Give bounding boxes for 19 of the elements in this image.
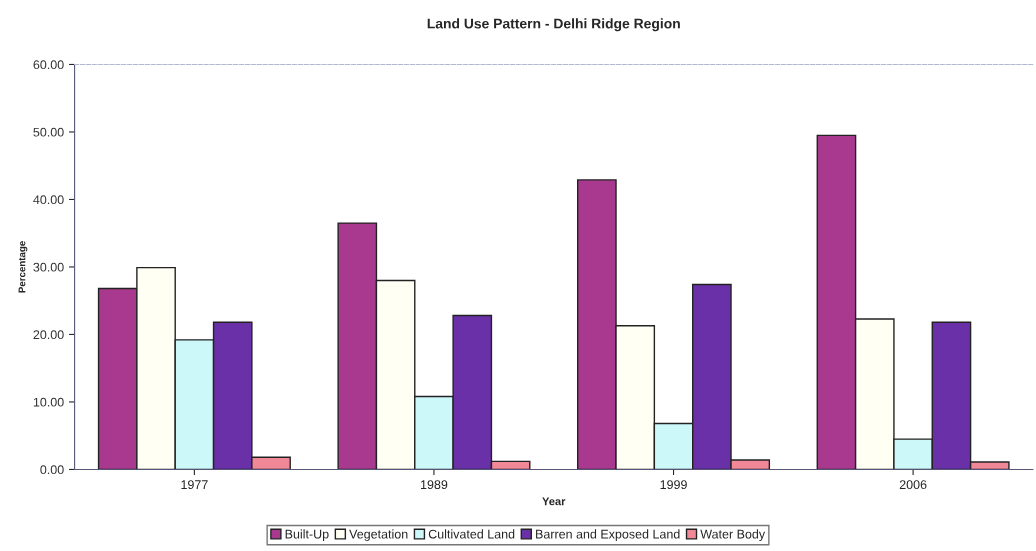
y-axis-title: Percentage xyxy=(18,241,28,293)
legend-label: Barren and Exposed Land xyxy=(536,529,680,541)
legend-label: Vegetation xyxy=(349,529,408,541)
y-tick-label: 20.00 xyxy=(33,330,64,340)
legend-label: Cultivated Land xyxy=(428,529,515,539)
x-tick-label: 1977 xyxy=(181,480,208,490)
y-tick-label: 10.00 xyxy=(33,397,64,407)
x-tick-label: 1989 xyxy=(421,480,448,490)
x-tick-label: 1999 xyxy=(660,480,687,490)
y-tick-label: 30.00 xyxy=(33,262,64,272)
y-tick-label: 50.00 xyxy=(33,127,64,137)
x-axis-title: Year xyxy=(542,497,566,506)
legend-label: Built-Up xyxy=(285,529,329,541)
y-tick-label: 60.00 xyxy=(33,60,64,70)
chart-title: Land Use Pattern - Delhi Ridge Region xyxy=(427,18,680,32)
legend-label: Water Body xyxy=(700,529,766,541)
y-tick-label: 40.00 xyxy=(33,195,64,205)
y-tick-label: 0.00 xyxy=(40,465,64,475)
x-tick-label: 2006 xyxy=(899,480,927,490)
